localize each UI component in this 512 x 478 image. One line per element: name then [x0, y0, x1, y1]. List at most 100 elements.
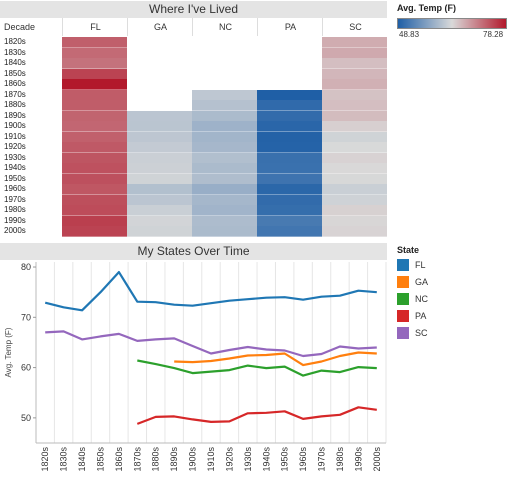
heatmap-cell[interactable]: [62, 110, 127, 121]
heatmap-cell[interactable]: [257, 215, 322, 226]
y-tick-label: 70: [21, 312, 31, 322]
heatmap-cell[interactable]: [192, 121, 257, 132]
heatmap-cell[interactable]: [127, 110, 192, 121]
heatmap-cell[interactable]: [62, 194, 127, 205]
heatmap-cell[interactable]: [322, 47, 387, 58]
row-divider: [0, 78, 387, 80]
heatmap-cell[interactable]: [192, 184, 257, 195]
heatmap-cell[interactable]: [322, 142, 387, 153]
heatmap-cell[interactable]: [257, 173, 322, 184]
heatmap-cell[interactable]: [127, 205, 192, 216]
heatmap-cell[interactable]: [62, 100, 127, 111]
heatmap-cell[interactable]: [322, 163, 387, 174]
heatmap-cell[interactable]: [62, 152, 127, 163]
heatmap-cell[interactable]: [322, 152, 387, 163]
heatmap-cell[interactable]: [322, 121, 387, 132]
heatmap-cell[interactable]: [62, 163, 127, 174]
heatmap-cell[interactable]: [62, 184, 127, 195]
heatmap-cell[interactable]: [257, 131, 322, 142]
heatmap-cell[interactable]: [192, 110, 257, 121]
heatmap-cell[interactable]: [62, 68, 127, 79]
heatmap-cell[interactable]: [257, 121, 322, 132]
x-tick-label: 1960s: [298, 447, 308, 472]
row-label: 1990s: [4, 215, 26, 225]
heatmap-cell[interactable]: [257, 142, 322, 153]
heatmap-cell[interactable]: [322, 131, 387, 142]
heatmap-cell[interactable]: [322, 37, 387, 48]
heatmap-cell[interactable]: [322, 226, 387, 237]
heatmap-cell[interactable]: [127, 194, 192, 205]
y-tick-label: 50: [21, 413, 31, 423]
heatmap-title: Where I've Lived: [0, 1, 387, 18]
heatmap-cell[interactable]: [127, 163, 192, 174]
heatmap-cell[interactable]: [322, 215, 387, 226]
heatmap-cell[interactable]: [257, 110, 322, 121]
heatmap-cell[interactable]: [192, 215, 257, 226]
series-line-nc: [137, 359, 377, 377]
heatmap-cell[interactable]: [322, 68, 387, 79]
heatmap-cell[interactable]: [322, 110, 387, 121]
heatmap-cell[interactable]: [257, 89, 322, 100]
heatmap-cell[interactable]: [127, 142, 192, 153]
x-tick-label: 1930s: [243, 447, 253, 472]
row-label: 1970s: [4, 194, 26, 204]
heatmap-cell[interactable]: [127, 173, 192, 184]
heatmap-cell[interactable]: [62, 226, 127, 237]
heatmap-cell[interactable]: [322, 89, 387, 100]
heatmap-cell[interactable]: [192, 194, 257, 205]
heatmap-cell[interactable]: [62, 79, 127, 90]
heatmap-cell[interactable]: [127, 131, 192, 142]
heatmap-cell[interactable]: [257, 194, 322, 205]
y-tick-label: 60: [21, 363, 31, 373]
heatmap-cell[interactable]: [127, 226, 192, 237]
heatmap-cell[interactable]: [257, 184, 322, 195]
heatmap-cell[interactable]: [127, 121, 192, 132]
heatmap-cell[interactable]: [62, 131, 127, 142]
heatmap-cell[interactable]: [62, 215, 127, 226]
heatmap-cell[interactable]: [62, 142, 127, 153]
x-tick-label: 1950s: [280, 447, 290, 472]
series-line-pa: [136, 406, 377, 425]
heatmap-cell[interactable]: [257, 100, 322, 111]
heatmap-cell[interactable]: [127, 215, 192, 226]
heatmap-cell[interactable]: [322, 100, 387, 111]
x-tick-label: 1820s: [40, 447, 50, 472]
heatmap-cell[interactable]: [322, 184, 387, 195]
row-label: 1940s: [4, 163, 26, 172]
x-tick-label: 1840s: [77, 447, 87, 472]
heatmap-cell[interactable]: [127, 152, 192, 163]
x-tick-label: 1890s: [169, 447, 179, 472]
heatmap-cell[interactable]: [257, 152, 322, 163]
y-axis-label: Avg. Temp (F): [4, 327, 13, 377]
heatmap-cell[interactable]: [322, 79, 387, 90]
heatmap-cell[interactable]: [192, 89, 257, 100]
row-label: 1910s: [4, 131, 26, 141]
heatmap-cell[interactable]: [62, 37, 127, 48]
heatmap-cell[interactable]: [322, 58, 387, 69]
heatmap-cell[interactable]: [192, 173, 257, 184]
heatmap-cell[interactable]: [322, 194, 387, 205]
heatmap-cell[interactable]: [192, 205, 257, 216]
heatmap-cell[interactable]: [192, 226, 257, 237]
heatmap-cell[interactable]: [322, 173, 387, 184]
heatmap-cell[interactable]: [192, 152, 257, 163]
heatmap-cell[interactable]: [62, 205, 127, 216]
heatmap-cell[interactable]: [192, 142, 257, 153]
heatmap-cell[interactable]: [62, 89, 127, 100]
heatmap-cell[interactable]: [62, 121, 127, 132]
heatmap-cell[interactable]: [322, 205, 387, 216]
row-label: 1870s: [4, 89, 26, 99]
heatmap-cell[interactable]: [62, 173, 127, 184]
heatmap-cell[interactable]: [257, 205, 322, 216]
heatmap-cell[interactable]: [192, 100, 257, 111]
heatmap-cell[interactable]: [127, 184, 192, 195]
heatmap-cell[interactable]: [192, 163, 257, 174]
heatmap-cell[interactable]: [257, 163, 322, 174]
row-label: 1840s: [4, 58, 26, 67]
heatmap-cell[interactable]: [257, 226, 322, 237]
heatmap-cell[interactable]: [192, 131, 257, 142]
legend-label: GA: [415, 277, 429, 287]
heatmap-cell[interactable]: [62, 58, 127, 69]
heatmap-cell[interactable]: [62, 47, 127, 58]
series-line-ga: [174, 351, 377, 367]
